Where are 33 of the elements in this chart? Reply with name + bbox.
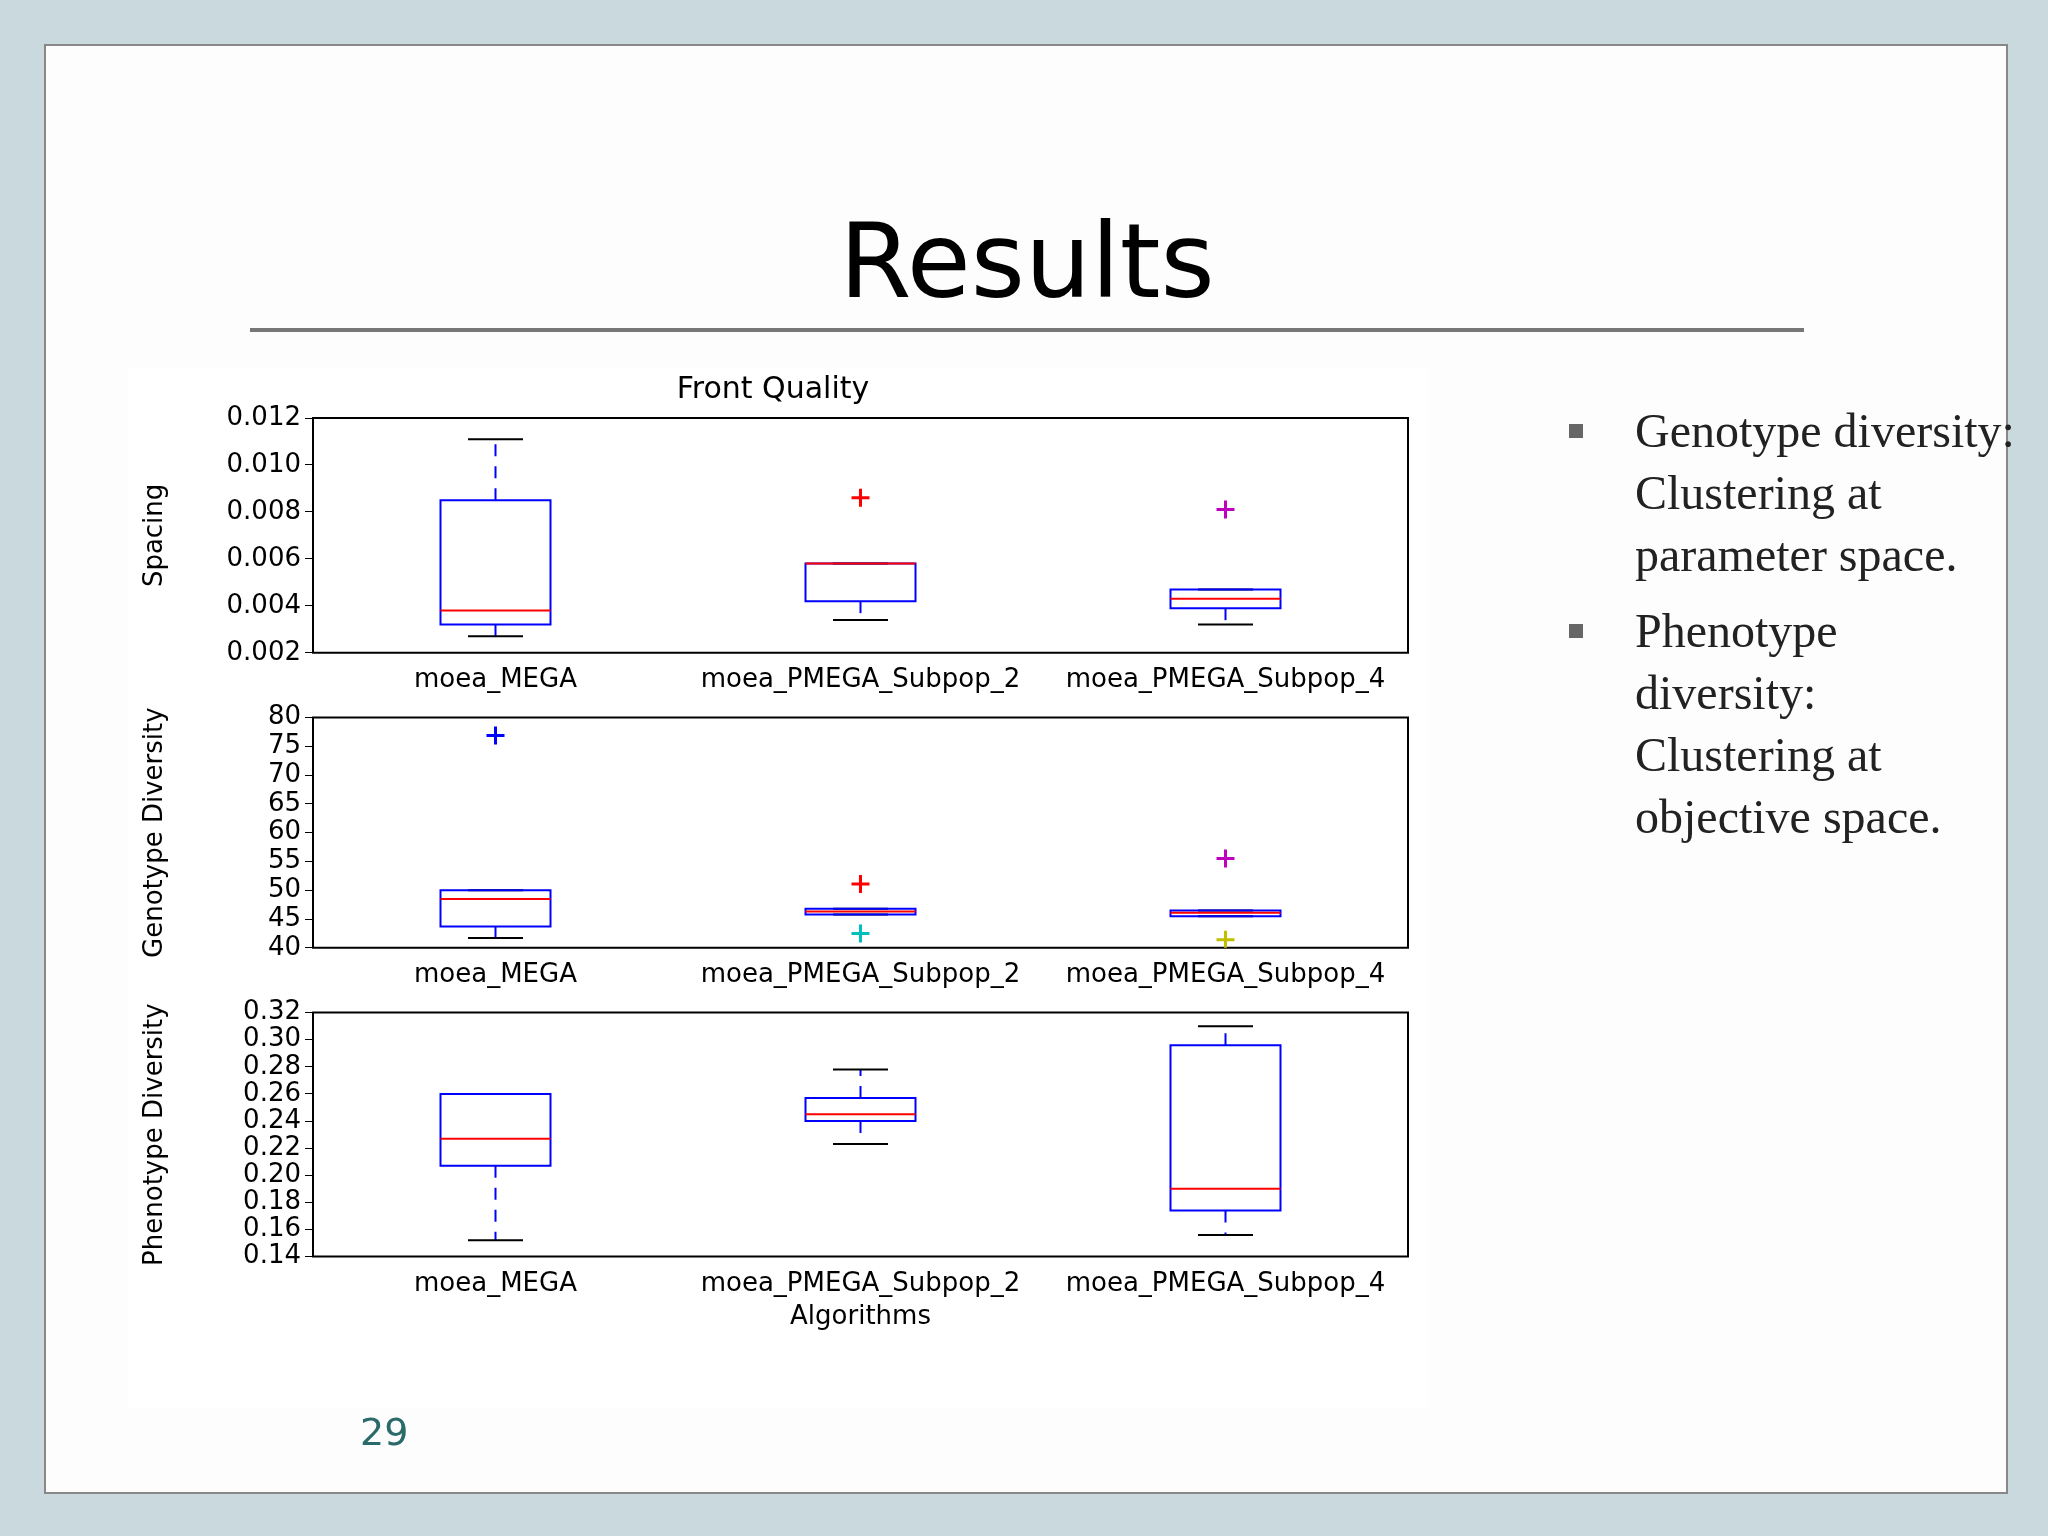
y-axis-title: Spacing	[138, 483, 169, 588]
chart-title: Front Quality	[676, 369, 870, 405]
y-tick-label: 50	[267, 873, 301, 903]
y-tick-label: 75	[267, 729, 301, 760]
y-tick-label: 0.006	[226, 541, 301, 572]
text: Results	[250, 200, 1804, 332]
text: Phenotype diversity: Clustering at objective space.	[1635, 603, 1943, 845]
y-tick-label: 45	[267, 901, 301, 932]
x-tick-label: moea_MEGA	[414, 1266, 578, 1297]
x-tick-label: moea_PMEGA_Subpop_4	[1065, 663, 1386, 694]
y-tick-label: 0.010	[226, 447, 301, 478]
x-tick-label: moea_PMEGA_Subpop_4	[1065, 1266, 1386, 1297]
x-axis-title: Algorithms	[790, 1300, 931, 1331]
y-tick-label: 55	[267, 844, 301, 875]
x-tick-label: moea_PMEGA_Subpop_2	[700, 958, 1021, 989]
text: Genotype diversity: Clustering at parameter space.	[1635, 403, 2015, 583]
y-tick-label: 40	[267, 930, 301, 961]
x-tick-label: moea_PMEGA_Subpop_2	[700, 1266, 1021, 1297]
y-tick-label: 0.012	[226, 400, 301, 431]
y-tick-label: 70	[267, 757, 301, 788]
x-tick-label: moea_PMEGA_Subpop_4	[1065, 958, 1386, 989]
y-tick-label: 0.008	[226, 494, 301, 525]
y-tick-label: 80	[267, 700, 301, 731]
x-tick-label: moea_MEGA	[414, 958, 578, 989]
y-axis-title: Phenotype Diversity	[138, 1003, 169, 1266]
y-tick-label: 60	[267, 815, 301, 846]
y-axis-title: Genotype Diversity	[138, 707, 169, 958]
x-tick-label: moea_MEGA	[414, 663, 578, 694]
text: 29	[360, 1410, 409, 1454]
y-tick-label: 0.004	[226, 588, 301, 619]
y-tick-label: 65	[267, 786, 301, 817]
y-tick-label: 0.002	[226, 635, 301, 666]
x-tick-label: moea_PMEGA_Subpop_2	[700, 663, 1021, 694]
